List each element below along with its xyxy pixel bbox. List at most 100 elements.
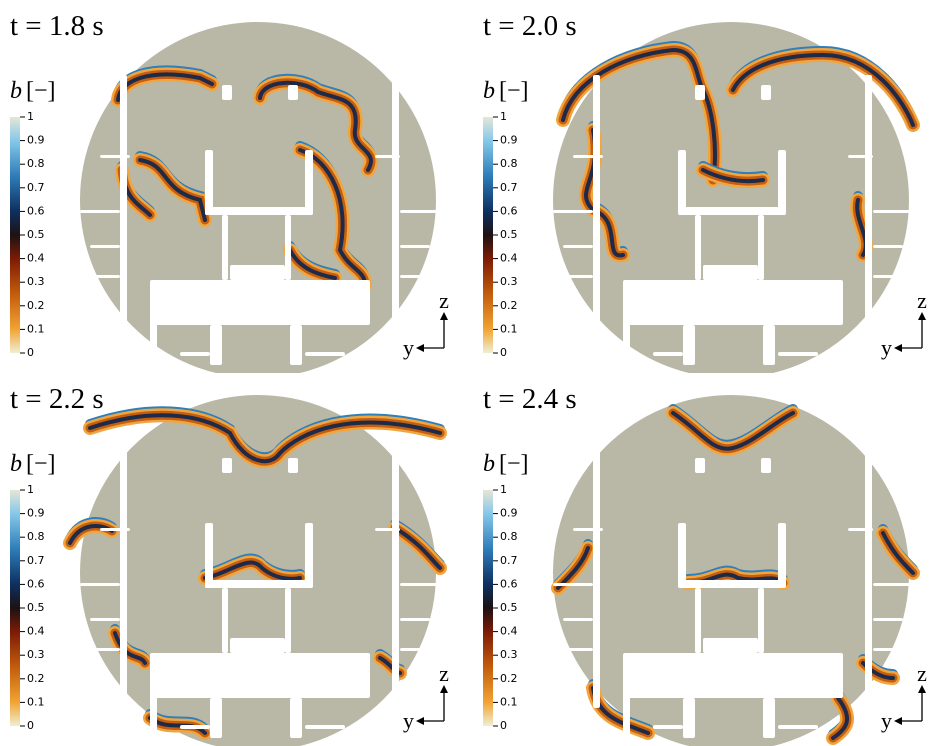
colorbar-symbol: b [10,78,22,104]
structure [305,352,345,356]
panel: t = 2.4 sb[−]10.90.80.70.60.50.40.30.20.… [483,383,927,746]
colorbar-tick-label: 0 [500,719,507,732]
structure [593,448,600,708]
structure [703,638,758,653]
colorbar [483,117,493,353]
structure [678,150,686,215]
structure [761,85,771,100]
colorbar-tick-label: 0.6 [500,577,518,590]
arrow-head [918,685,926,693]
structure [873,583,923,586]
structure [778,725,818,729]
axis-label: z [439,288,449,313]
colorbar-tick-label: 0.2 [500,672,518,685]
colorbar-tick-label: 0 [27,346,34,359]
structure [865,448,872,708]
colorbar-unit: [−] [499,451,529,477]
structure [873,648,903,651]
colorbar-tick-label: 0 [27,719,34,732]
colorbar-tick-label: 0.9 [27,507,45,520]
panel: t = 2.2 sb[−]10.90.80.70.60.50.40.30.20.… [10,383,450,746]
structure [150,280,370,325]
structure [778,150,786,215]
structure [778,523,786,588]
structure [848,528,873,531]
structure [593,75,600,335]
panel-title: t = 1.8 s [10,10,104,42]
structure [305,523,313,588]
axis-label: y [403,708,414,733]
axis-label: z [917,288,927,313]
structure [553,583,593,586]
structure [563,245,593,248]
arrow-head [440,685,448,693]
structure [288,458,298,473]
structure [205,207,313,215]
colorbar-tick-label: 0.6 [500,204,518,217]
structure [180,725,210,729]
structure [865,75,872,335]
panel-title: t = 2.4 s [483,383,577,415]
colorbar-tick-label: 0.2 [500,299,518,312]
structure [80,210,120,213]
colorbar-label: b[−] [483,451,529,477]
structure [623,653,843,698]
structure [90,245,120,248]
structure [400,583,450,586]
colorbar-tick-label: 0.8 [27,530,45,543]
arrow-head [440,312,448,320]
colorbar [10,117,20,353]
structure [653,352,683,356]
colorbar-tick-label: 0.9 [27,134,45,147]
arrow-head [918,312,926,320]
structure [120,75,127,335]
axis-label: z [439,661,449,686]
structure [873,245,903,248]
structure [683,325,695,365]
panel-title: t = 2.0 s [483,10,577,42]
colorbar-tick-label: 0.1 [500,695,518,708]
colorbar-label: b[−] [483,78,529,104]
colorbar-tick-label: 0.4 [27,252,45,265]
structure [100,155,130,158]
colorbar-tick-label: 0.7 [500,554,518,567]
arrow-head [894,344,902,352]
simulation [80,22,450,378]
structure [100,528,130,531]
colorbar-tick-label: 0.8 [500,157,518,170]
structure [222,588,228,653]
structure [553,210,593,213]
structure [90,275,120,278]
structure [695,458,705,473]
structure [222,458,232,473]
colorbar-symbol: b [10,451,22,477]
structure [80,583,120,586]
colorbar-tick-label: 0.4 [500,625,518,638]
colorbar-tick-label: 1 [27,110,34,123]
structure [400,245,430,248]
structure [653,725,683,729]
colorbar-tick-label: 1 [500,483,507,496]
colorbar [483,490,493,726]
structure [180,352,210,356]
axis-label: y [881,335,892,360]
colorbar-tick-label: 0.3 [27,275,45,288]
structure [695,588,701,653]
structure [210,325,222,365]
colorbar-label: b[−] [10,78,56,104]
structure [222,85,232,100]
panel-title: t = 2.2 s [10,383,104,415]
structure [400,210,450,213]
structure [392,448,399,708]
figure: t = 1.8 sb[−]10.90.80.70.60.50.40.30.20.… [0,0,947,746]
colorbar-unit: [−] [499,78,529,104]
colorbar-label: b[−] [10,451,56,477]
structure [400,275,430,278]
structure [573,528,603,531]
structure [205,150,213,215]
structure [678,523,686,588]
arrow-head [416,344,424,352]
structure [573,155,603,158]
structure [623,280,843,325]
colorbar-tick-label: 0.3 [500,275,518,288]
